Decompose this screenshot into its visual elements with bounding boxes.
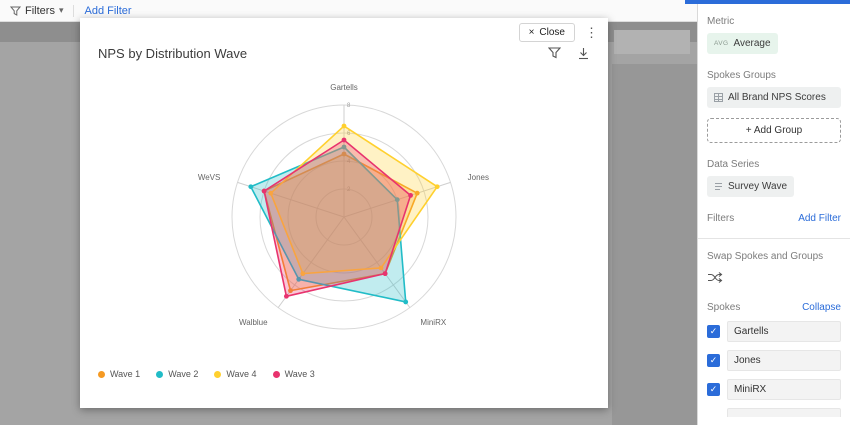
spoke-row: ✓ Jones bbox=[707, 350, 841, 371]
spoke-row: ✓ MiniRX bbox=[707, 379, 841, 400]
legend-label: Wave 3 bbox=[284, 369, 315, 379]
group-grid-icon bbox=[714, 93, 723, 102]
legend-dot bbox=[98, 370, 105, 378]
spoke-row-partial bbox=[707, 408, 841, 417]
svg-text:2: 2 bbox=[347, 187, 351, 193]
filters-menu-label: Filters bbox=[25, 4, 55, 17]
filters-menu-button[interactable]: Filters ▾ bbox=[10, 5, 63, 17]
spokes-header: Spokes Collapse bbox=[707, 302, 841, 313]
data-series-label: Data Series bbox=[707, 159, 760, 170]
swap-shuffle-button[interactable] bbox=[707, 270, 723, 288]
add-group-button[interactable]: + Add Group bbox=[707, 118, 841, 143]
collapse-link[interactable]: Collapse bbox=[802, 302, 841, 313]
spoke-checkbox[interactable]: ✓ bbox=[707, 325, 720, 338]
spoke-chip[interactable] bbox=[727, 408, 841, 417]
legend-item[interactable]: Wave 2 bbox=[156, 369, 198, 379]
funnel-icon bbox=[10, 6, 21, 16]
metric-chip[interactable]: AVG Average bbox=[707, 33, 778, 54]
spoke-checkbox[interactable]: ✓ bbox=[707, 354, 720, 367]
radar-axis-label: Walblue bbox=[239, 318, 268, 327]
toolbar-divider bbox=[73, 4, 75, 17]
legend-dot bbox=[272, 370, 280, 378]
legend-dot bbox=[214, 370, 222, 378]
spoke-row: ✓ Gartells bbox=[707, 321, 841, 342]
spokes-label: Spokes bbox=[707, 302, 741, 313]
avg-prefix: AVG bbox=[714, 40, 729, 47]
legend-label: Wave 4 bbox=[226, 369, 257, 379]
shuffle-icon bbox=[707, 270, 723, 288]
radar-chart: 2 4 6 8 Gartells Jones MiniRX Walblue WeVS bbox=[80, 65, 608, 365]
legend-label: Wave 2 bbox=[168, 369, 199, 379]
chart-title: NPS by Distribution Wave bbox=[98, 46, 248, 61]
spoke-chip[interactable]: Jones bbox=[727, 350, 841, 371]
chevron-down-icon: ▾ bbox=[58, 5, 64, 15]
chart-modal: × Close ⋮ NPS by Distribution Wave 2 4 6 8 G… bbox=[80, 18, 608, 408]
radar-axis-label: WeVS bbox=[198, 173, 221, 182]
swap-label: Swap Spokes and Groups bbox=[707, 251, 824, 262]
modal-header: NPS by Distribution Wave bbox=[80, 18, 608, 61]
chart-actions bbox=[548, 47, 590, 60]
filters-row: Filters Add Filter bbox=[707, 213, 841, 224]
svg-text:8: 8 bbox=[347, 103, 351, 109]
modal-controls: × Close ⋮ bbox=[518, 23, 600, 42]
legend-item[interactable]: Wave 3 bbox=[272, 369, 315, 379]
radar-axis-label: Gartells bbox=[330, 83, 358, 92]
skeleton-block bbox=[612, 64, 697, 425]
metric-label: Metric bbox=[707, 16, 735, 27]
legend-label: Wave 1 bbox=[110, 369, 141, 379]
close-label: Close bbox=[539, 27, 565, 38]
metric-chip-label: Average bbox=[733, 38, 771, 49]
close-icon: × bbox=[528, 27, 535, 38]
legend-item[interactable]: Wave 4 bbox=[214, 369, 257, 379]
data-series-chip-label: Survey Wave bbox=[728, 181, 788, 192]
spokes-list: ✓ Gartells ✓ Jones ✓ MiniRX bbox=[707, 321, 841, 400]
chart-filter-icon[interactable] bbox=[548, 47, 561, 60]
svg-text:6: 6 bbox=[347, 131, 351, 137]
download-icon[interactable] bbox=[577, 47, 590, 60]
series-icon bbox=[714, 182, 723, 191]
legend-item[interactable]: Wave 1 bbox=[98, 369, 140, 379]
kebab-menu-icon[interactable]: ⋮ bbox=[585, 25, 598, 40]
add-filter-link-sidebar[interactable]: Add Filter bbox=[798, 213, 841, 224]
chart-legend: Wave 1 Wave 2 Wave 4 Wave 3 bbox=[80, 365, 608, 379]
spoke-chip[interactable]: Gartells bbox=[727, 321, 841, 342]
spokes-groups-label: Spokes Groups bbox=[707, 70, 776, 81]
svg-text:4: 4 bbox=[347, 159, 351, 165]
skeleton-block bbox=[614, 30, 690, 54]
filters-label: Filters bbox=[707, 213, 735, 224]
data-series-chip[interactable]: Survey Wave bbox=[707, 176, 795, 197]
radar-axis-label: MiniRX bbox=[420, 318, 446, 327]
radar-chart-svg: 2 4 6 8 Gartells Jones MiniRX Walblue WeVS bbox=[198, 83, 489, 330]
sidebar-divider bbox=[698, 238, 850, 239]
add-filter-link-toolbar[interactable]: Add Filter bbox=[84, 4, 132, 17]
legend-dot bbox=[156, 370, 164, 378]
spoke-checkbox[interactable]: ✓ bbox=[707, 383, 720, 396]
config-sidebar: Metric AVG Average Spokes Groups All Bra… bbox=[697, 0, 850, 425]
spoke-chip[interactable]: MiniRX bbox=[727, 379, 841, 400]
spokes-groups-chip[interactable]: All Brand NPS Scores bbox=[707, 87, 841, 108]
accent-strip bbox=[685, 0, 850, 4]
spokes-groups-chip-label: All Brand NPS Scores bbox=[728, 92, 826, 103]
radar-axis-label: Jones bbox=[468, 173, 489, 182]
close-button[interactable]: × Close bbox=[518, 23, 575, 42]
